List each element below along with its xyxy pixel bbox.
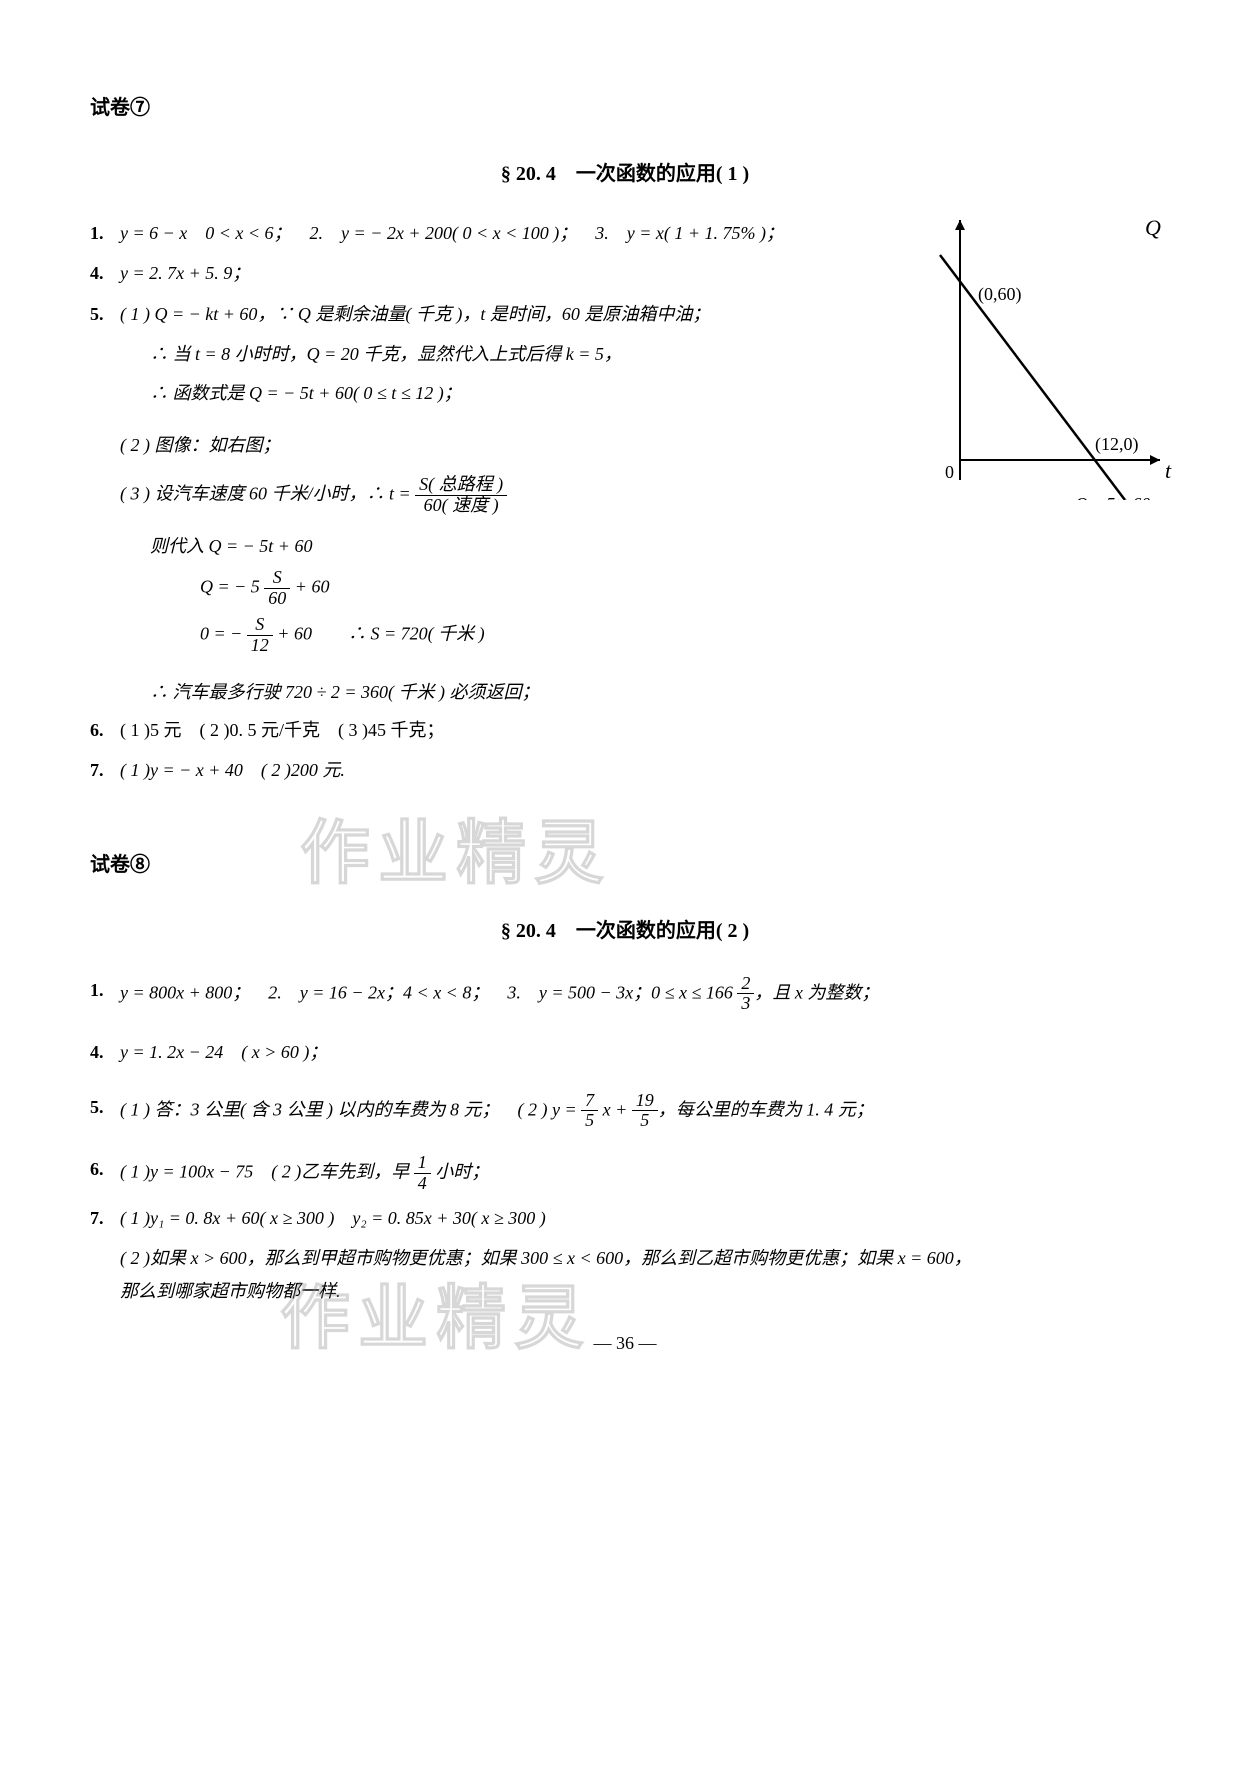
test7-title: § 20. 4 一次函数的应用( 1 ) bbox=[90, 156, 1160, 192]
pnum-1: 1. bbox=[90, 217, 120, 249]
point-12-0: (12,0) bbox=[1095, 434, 1139, 455]
p5-line-i: ∴ 汽车最多行驶 720 ÷ 2 = 360( 千米 ) 必须返回； bbox=[90, 676, 1160, 708]
ptext-8-7b: ( 2 )如果 x > 600，那么到甲超市购物更优惠；如果 300 ≤ x <… bbox=[90, 1242, 1160, 1274]
problem-6: 6. ( 1 )5 元 ( 2 )0. 5 元/千克 ( 3 )45 千克； bbox=[90, 714, 1160, 746]
problem-8-1: 1. y = 800x + 800； 2. y = 16 − 2x；4 < x … bbox=[90, 974, 1160, 1015]
section-test8: 试卷⑧ § 20. 4 一次函数的应用( 2 ) 1. y = 800x + 8… bbox=[90, 847, 1160, 1307]
p5e-frac: S( 总路程 )60( 速度 ) bbox=[415, 475, 507, 516]
problem-7: 7. ( 1 )y = − x + 40 ( 2 )200 元. bbox=[90, 754, 1160, 786]
ylabel-Q: Q bbox=[1145, 215, 1161, 240]
test8-label: 试卷⑧ bbox=[90, 847, 1160, 883]
pnum-4: 4. bbox=[90, 257, 120, 289]
pnum-7: 7. bbox=[90, 754, 120, 786]
ptext-8-4: y = 1. 2x − 24 ( x > 60 )； bbox=[120, 1036, 1160, 1068]
ptext-6: ( 1 )5 元 ( 2 )0. 5 元/千克 ( 3 )45 千克； bbox=[120, 714, 1160, 746]
test7-label: 试卷⑦ bbox=[90, 90, 1160, 126]
chart-svg: Q t 0 (0,60) (12,0) Q=-5t+60 bbox=[900, 200, 1180, 500]
origin-label: 0 bbox=[945, 462, 954, 482]
page-number: — 36 — bbox=[90, 1327, 1160, 1359]
ptext-7: ( 1 )y = − x + 40 ( 2 )200 元. bbox=[120, 754, 1160, 786]
p5-line-f: 则代入 Q = − 5t + 60 bbox=[90, 530, 1160, 562]
q-t-chart: Q t 0 (0,60) (12,0) Q=-5t+60 bbox=[900, 200, 1180, 500]
p5e-pre: ( 3 ) 设汽车速度 60 千米/小时，∴ t = bbox=[120, 484, 415, 504]
eq-label: Q=-5t+60 bbox=[1075, 494, 1150, 500]
test8-title: § 20. 4 一次函数的应用( 2 ) bbox=[90, 913, 1160, 949]
xlabel-t: t bbox=[1165, 458, 1172, 483]
p5-line-h: 0 = − S12 + 60 ∴ S = 720( 千米 ) bbox=[90, 615, 1160, 656]
ptext-8-7c: 那么到哪家超市购物都一样. bbox=[90, 1275, 1160, 1307]
pnum-6: 6. bbox=[90, 714, 120, 746]
p5-line-g: Q = − 5 S60 + 60 bbox=[90, 568, 1160, 609]
pnum-5: 5. bbox=[90, 298, 120, 330]
problem-8-4: 4. y = 1. 2x − 24 ( x > 60 )； bbox=[90, 1036, 1160, 1068]
point-0-60: (0,60) bbox=[978, 284, 1022, 305]
problem-8-6: 6. ( 1 )y = 100x − 75 ( 2 )乙车先到，早 14 小时； bbox=[90, 1153, 1160, 1194]
problem-8-5: 5. ( 1 ) 答：3 公里( 含 3 公里 ) 以内的车费为 8 元； ( … bbox=[90, 1091, 1160, 1132]
ptext-8-7a: ( 1 )y₁ = 0. 8x + 60( x ≥ 300 ) y₂ = 0. … bbox=[120, 1202, 1160, 1234]
section-test7: 试卷⑦ § 20. 4 一次函数的应用( 1 ) 1. y = 6 − x 0 … bbox=[90, 90, 1160, 787]
problem-8-7: 7. ( 1 )y₁ = 0. 8x + 60( x ≥ 300 ) y₂ = … bbox=[90, 1202, 1160, 1234]
